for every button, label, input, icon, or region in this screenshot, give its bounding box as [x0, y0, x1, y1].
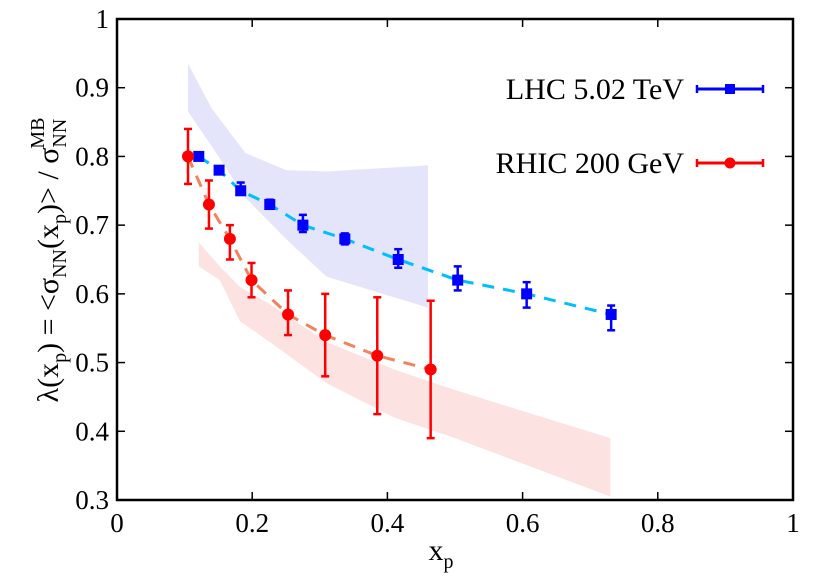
circle-marker	[319, 329, 332, 342]
ylabel-part: ) = <σ	[32, 278, 65, 353]
circle-marker	[282, 308, 295, 321]
square-marker	[213, 164, 225, 176]
square-marker	[193, 150, 205, 162]
y-tick-label: 0.7	[75, 210, 109, 240]
fit-line	[197, 155, 612, 316]
xlabel-part: x	[429, 534, 444, 567]
square-marker	[452, 274, 464, 286]
square-marker	[297, 219, 309, 231]
square-marker	[392, 254, 404, 265]
x-tick-label: 1	[786, 508, 800, 538]
legend: LHC 5.02 TeV RHIC 200 GeV	[496, 73, 765, 180]
y-tick-label: 1	[96, 4, 110, 34]
x-tick-label: 0	[110, 508, 124, 538]
plot-frame	[115, 17, 795, 502]
circle-marker	[202, 198, 215, 211]
square-marker	[521, 288, 533, 300]
circle-marker	[371, 349, 384, 362]
circle-marker	[181, 150, 194, 163]
circle-marker	[424, 363, 437, 376]
circle-marker	[245, 274, 258, 287]
x-axis-label: xp	[429, 534, 454, 573]
y-tick-label: 0.4	[75, 416, 109, 446]
x-tick-label: 0.8	[641, 508, 675, 538]
square-marker	[235, 185, 247, 197]
ylabel-sub: NN	[49, 119, 71, 148]
ylabel-part: (x	[32, 224, 65, 249]
legend-marker-rhic	[695, 157, 765, 169]
y-tick-label: 0.9	[75, 73, 109, 103]
legend-label-rhic: RHIC 200 GeV	[496, 147, 685, 180]
y-tick-label: 0.6	[75, 279, 109, 309]
ylabel-part: λ(x	[32, 363, 65, 403]
data-points	[181, 127, 617, 440]
square-marker	[605, 308, 617, 320]
square-marker	[339, 233, 351, 245]
fit-lines	[186, 155, 612, 371]
y-tick-label: 0.3	[75, 485, 109, 515]
y-tick-label: 0.5	[75, 348, 109, 378]
ylabel-sub: p	[49, 353, 71, 363]
ylabel-sub: NN	[49, 249, 71, 278]
ylabel-part: )> / σ	[32, 148, 65, 214]
tick-labels: 0 0.2 0.4 0.6 0.8 1 0.3 0.4 0.5 0.6 0.7 0.8 0.9 1	[75, 4, 800, 538]
x-tick-label: 0.4	[371, 508, 405, 538]
y-axis-label: λ(xp) = <σNN(xp)> / σNNMB	[27, 118, 71, 403]
x-tick-label: 0.2	[235, 508, 269, 538]
xlabel-sub: p	[444, 551, 454, 573]
legend-label-lhc: LHC 5.02 TeV	[506, 73, 685, 106]
square-marker	[264, 199, 276, 211]
uncertainty-band	[198, 242, 611, 497]
x-tick-label: 0.6	[506, 508, 540, 538]
fit-line	[186, 155, 432, 371]
axis-ticks	[116, 18, 794, 501]
circle-marker	[223, 232, 236, 245]
ylabel-sub: p	[49, 214, 71, 224]
y-tick-label: 0.8	[75, 141, 109, 171]
legend-marker-lhc	[695, 84, 765, 94]
ylabel-sup: MB	[27, 118, 49, 149]
